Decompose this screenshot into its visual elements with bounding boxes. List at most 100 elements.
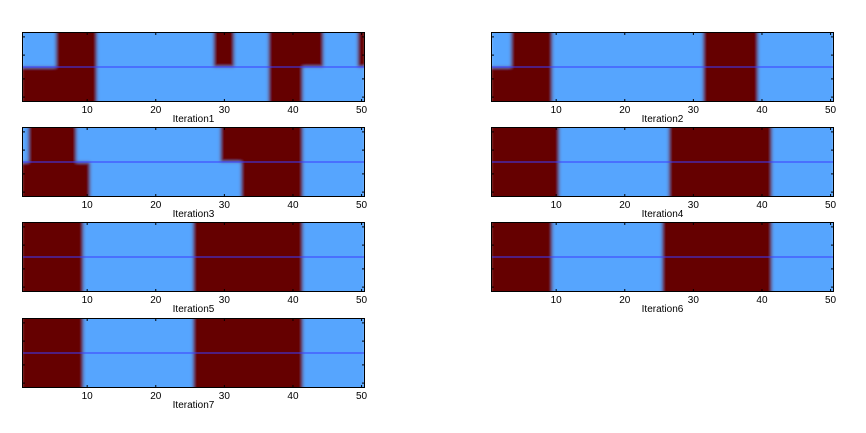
heatmap-cell-2-bottom: [193, 257, 304, 292]
x-axis-label: Iteration3: [173, 209, 215, 220]
panel-2: 10 20 30 40 50 Iteration2: [491, 32, 837, 125]
heatmap-cell-0-top: [491, 32, 513, 67]
heatmap-cells: [491, 222, 834, 292]
heatmap-cell-5-top: [268, 32, 291, 67]
panel-5: 10 20 30 40 50 Iteration5: [22, 222, 368, 315]
x-axis-label: Iteration4: [642, 209, 684, 220]
x-tick-label: 30: [219, 295, 231, 306]
heatmap-cell-7-top: [302, 32, 325, 67]
x-tick-label: 10: [82, 200, 94, 211]
heatmap-cell-6-bottom: [289, 67, 304, 102]
axes-box: [22, 127, 365, 197]
heatmap-cell-0-top: [22, 222, 85, 257]
x-axis-label: Iteration5: [173, 304, 215, 315]
heatmap-cell-6-top: [302, 127, 365, 162]
x-tick-label: 20: [150, 391, 162, 402]
heatmap-cell-0-top: [491, 222, 554, 257]
heatmap-cell-2-bottom: [668, 162, 773, 197]
x-tick-label: 50: [356, 105, 368, 116]
heatmap-cell-5-top: [241, 127, 304, 162]
x-axis-label: Iteration1: [173, 114, 215, 125]
heatmap-cell-0-bottom: [491, 67, 513, 102]
heatmap-cell-4-top: [758, 32, 834, 67]
axes-box: [22, 222, 365, 292]
heatmap-cell-2-top: [76, 127, 92, 162]
heatmap-cell-5-bottom: [241, 162, 304, 197]
x-tick-label: 20: [619, 295, 631, 306]
heatmap-cell-1-top: [83, 222, 194, 257]
heatmap-cell-0-bottom: [491, 162, 561, 197]
heatmap-cell-6-top: [289, 32, 304, 67]
x-tick-label: 30: [219, 105, 231, 116]
heatmap-cell-3-top: [90, 127, 222, 162]
heatmap-cell-3-bottom: [302, 257, 365, 292]
x-axis-label: Iteration2: [642, 114, 684, 125]
heatmap-cell-2-bottom: [96, 67, 215, 102]
heatmap-cell-1-bottom: [511, 67, 554, 102]
panel-7: 10 20 30 40 50 Iteration7: [22, 318, 368, 411]
heatmap-cell-2-bottom: [552, 67, 705, 102]
axes-box: [491, 127, 834, 197]
heatmap-cell-2-top: [662, 222, 773, 257]
x-tick-label: 50: [825, 295, 837, 306]
axes-box: [491, 222, 834, 292]
heatmap-cell-2-bottom: [76, 162, 92, 197]
heatmap-cell-3-bottom: [302, 353, 365, 388]
x-tick-label: 30: [688, 200, 700, 211]
heatmap-cell-6-bottom: [302, 162, 365, 197]
heatmap-cell-2-top: [552, 32, 705, 67]
x-axis-label: Iteration6: [642, 304, 684, 315]
panel-1: 10 20 30 40 50 Iteration1: [22, 32, 368, 125]
heatmap-cell-3-top: [771, 127, 834, 162]
heatmap-cell-1-bottom: [28, 162, 78, 197]
heatmap-cell-4-bottom: [758, 67, 834, 102]
heatmap-cells: [491, 127, 834, 197]
heatmap-cell-0-bottom: [22, 67, 57, 102]
heatmap-cells: [22, 318, 365, 388]
x-tick-label: 50: [825, 200, 837, 211]
x-tick-label: 10: [551, 295, 563, 306]
heatmap-cell-4-top: [234, 32, 270, 67]
heatmap-cell-1-top: [552, 222, 663, 257]
heatmap-cells: [491, 32, 834, 102]
x-tick-label: 40: [287, 391, 299, 402]
x-tick-label: 30: [219, 391, 231, 402]
heatmap-cell-2-top: [193, 222, 304, 257]
heatmap-cell-0-bottom: [22, 257, 85, 292]
heatmap-cell-2-bottom: [193, 353, 304, 388]
heatmap-cells: [22, 32, 365, 102]
heatmap-cell-0-bottom: [22, 162, 30, 197]
heatmap-cells: [22, 222, 365, 292]
heatmap-cell-3-top: [771, 222, 834, 257]
heatmap-cell-4-bottom: [220, 162, 243, 197]
heatmap-cell-2-bottom: [662, 257, 773, 292]
heatmap-cell-3-top: [213, 32, 236, 67]
x-tick-label: 40: [756, 200, 768, 211]
heatmap-cell-1-bottom: [83, 353, 194, 388]
heatmap-cell-1-top: [55, 32, 98, 67]
x-tick-label: 20: [619, 105, 631, 116]
heatmap-cell-1-bottom: [559, 162, 670, 197]
heatmap-cell-9-bottom: [357, 67, 365, 102]
heatmap-cell-1-bottom: [552, 257, 663, 292]
heatmap-cell-0-top: [22, 127, 30, 162]
x-tick-label: 50: [356, 200, 368, 211]
heatmap-cell-9-top: [357, 32, 365, 67]
heatmap-cell-3-bottom: [703, 67, 760, 102]
x-tick-label: 20: [150, 200, 162, 211]
x-tick-label: 40: [287, 200, 299, 211]
heatmap-cell-8-bottom: [323, 67, 359, 102]
x-axis-label: Iteration7: [173, 400, 215, 411]
heatmap-cell-3-top: [703, 32, 760, 67]
x-tick-label: 20: [150, 105, 162, 116]
x-tick-label: 10: [82, 295, 94, 306]
panel-6: 10 20 30 40 50 Iteration6: [491, 222, 837, 315]
heatmap-cell-3-bottom: [213, 67, 236, 102]
heatmap-cell-0-top: [22, 32, 57, 67]
heatmap-cell-0-bottom: [491, 257, 554, 292]
x-tick-label: 30: [688, 295, 700, 306]
heatmap-cell-1-bottom: [83, 257, 194, 292]
x-tick-label: 40: [287, 105, 299, 116]
x-tick-label: 10: [551, 200, 563, 211]
